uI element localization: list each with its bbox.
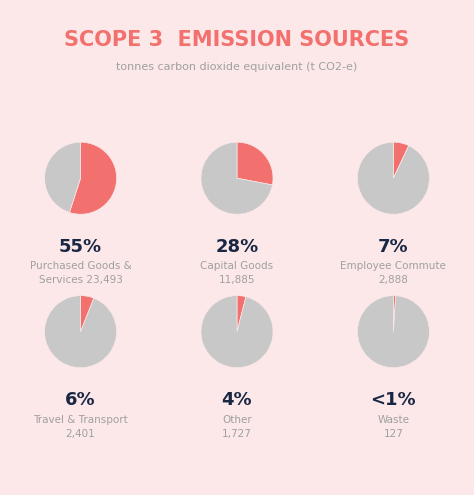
Wedge shape [45,296,117,368]
Wedge shape [70,142,117,214]
Text: 7%: 7% [378,238,409,255]
Text: Employee Commute
2,888: Employee Commute 2,888 [340,261,447,285]
Text: 6%: 6% [65,391,96,409]
Text: Purchased Goods &
Services 23,493: Purchased Goods & Services 23,493 [30,261,131,285]
Wedge shape [357,296,429,368]
Text: 4%: 4% [222,391,252,409]
Text: 55%: 55% [59,238,102,255]
Text: Capital Goods
11,885: Capital Goods 11,885 [201,261,273,285]
Text: 28%: 28% [215,238,259,255]
Wedge shape [201,142,273,214]
Wedge shape [81,296,94,332]
Text: Waste
127: Waste 127 [377,415,410,439]
Wedge shape [45,142,81,212]
Wedge shape [357,142,429,214]
Wedge shape [393,296,396,332]
Text: Travel & Transport
2,401: Travel & Transport 2,401 [33,415,128,439]
Wedge shape [393,142,409,178]
Wedge shape [237,142,273,185]
Wedge shape [201,296,273,368]
Text: Other
1,727: Other 1,727 [222,415,252,439]
Text: tonnes carbon dioxide equivalent (t CO2-e): tonnes carbon dioxide equivalent (t CO2-… [117,62,357,72]
Text: SCOPE 3  EMISSION SOURCES: SCOPE 3 EMISSION SOURCES [64,30,410,50]
Wedge shape [237,296,246,332]
Text: <1%: <1% [371,391,416,409]
